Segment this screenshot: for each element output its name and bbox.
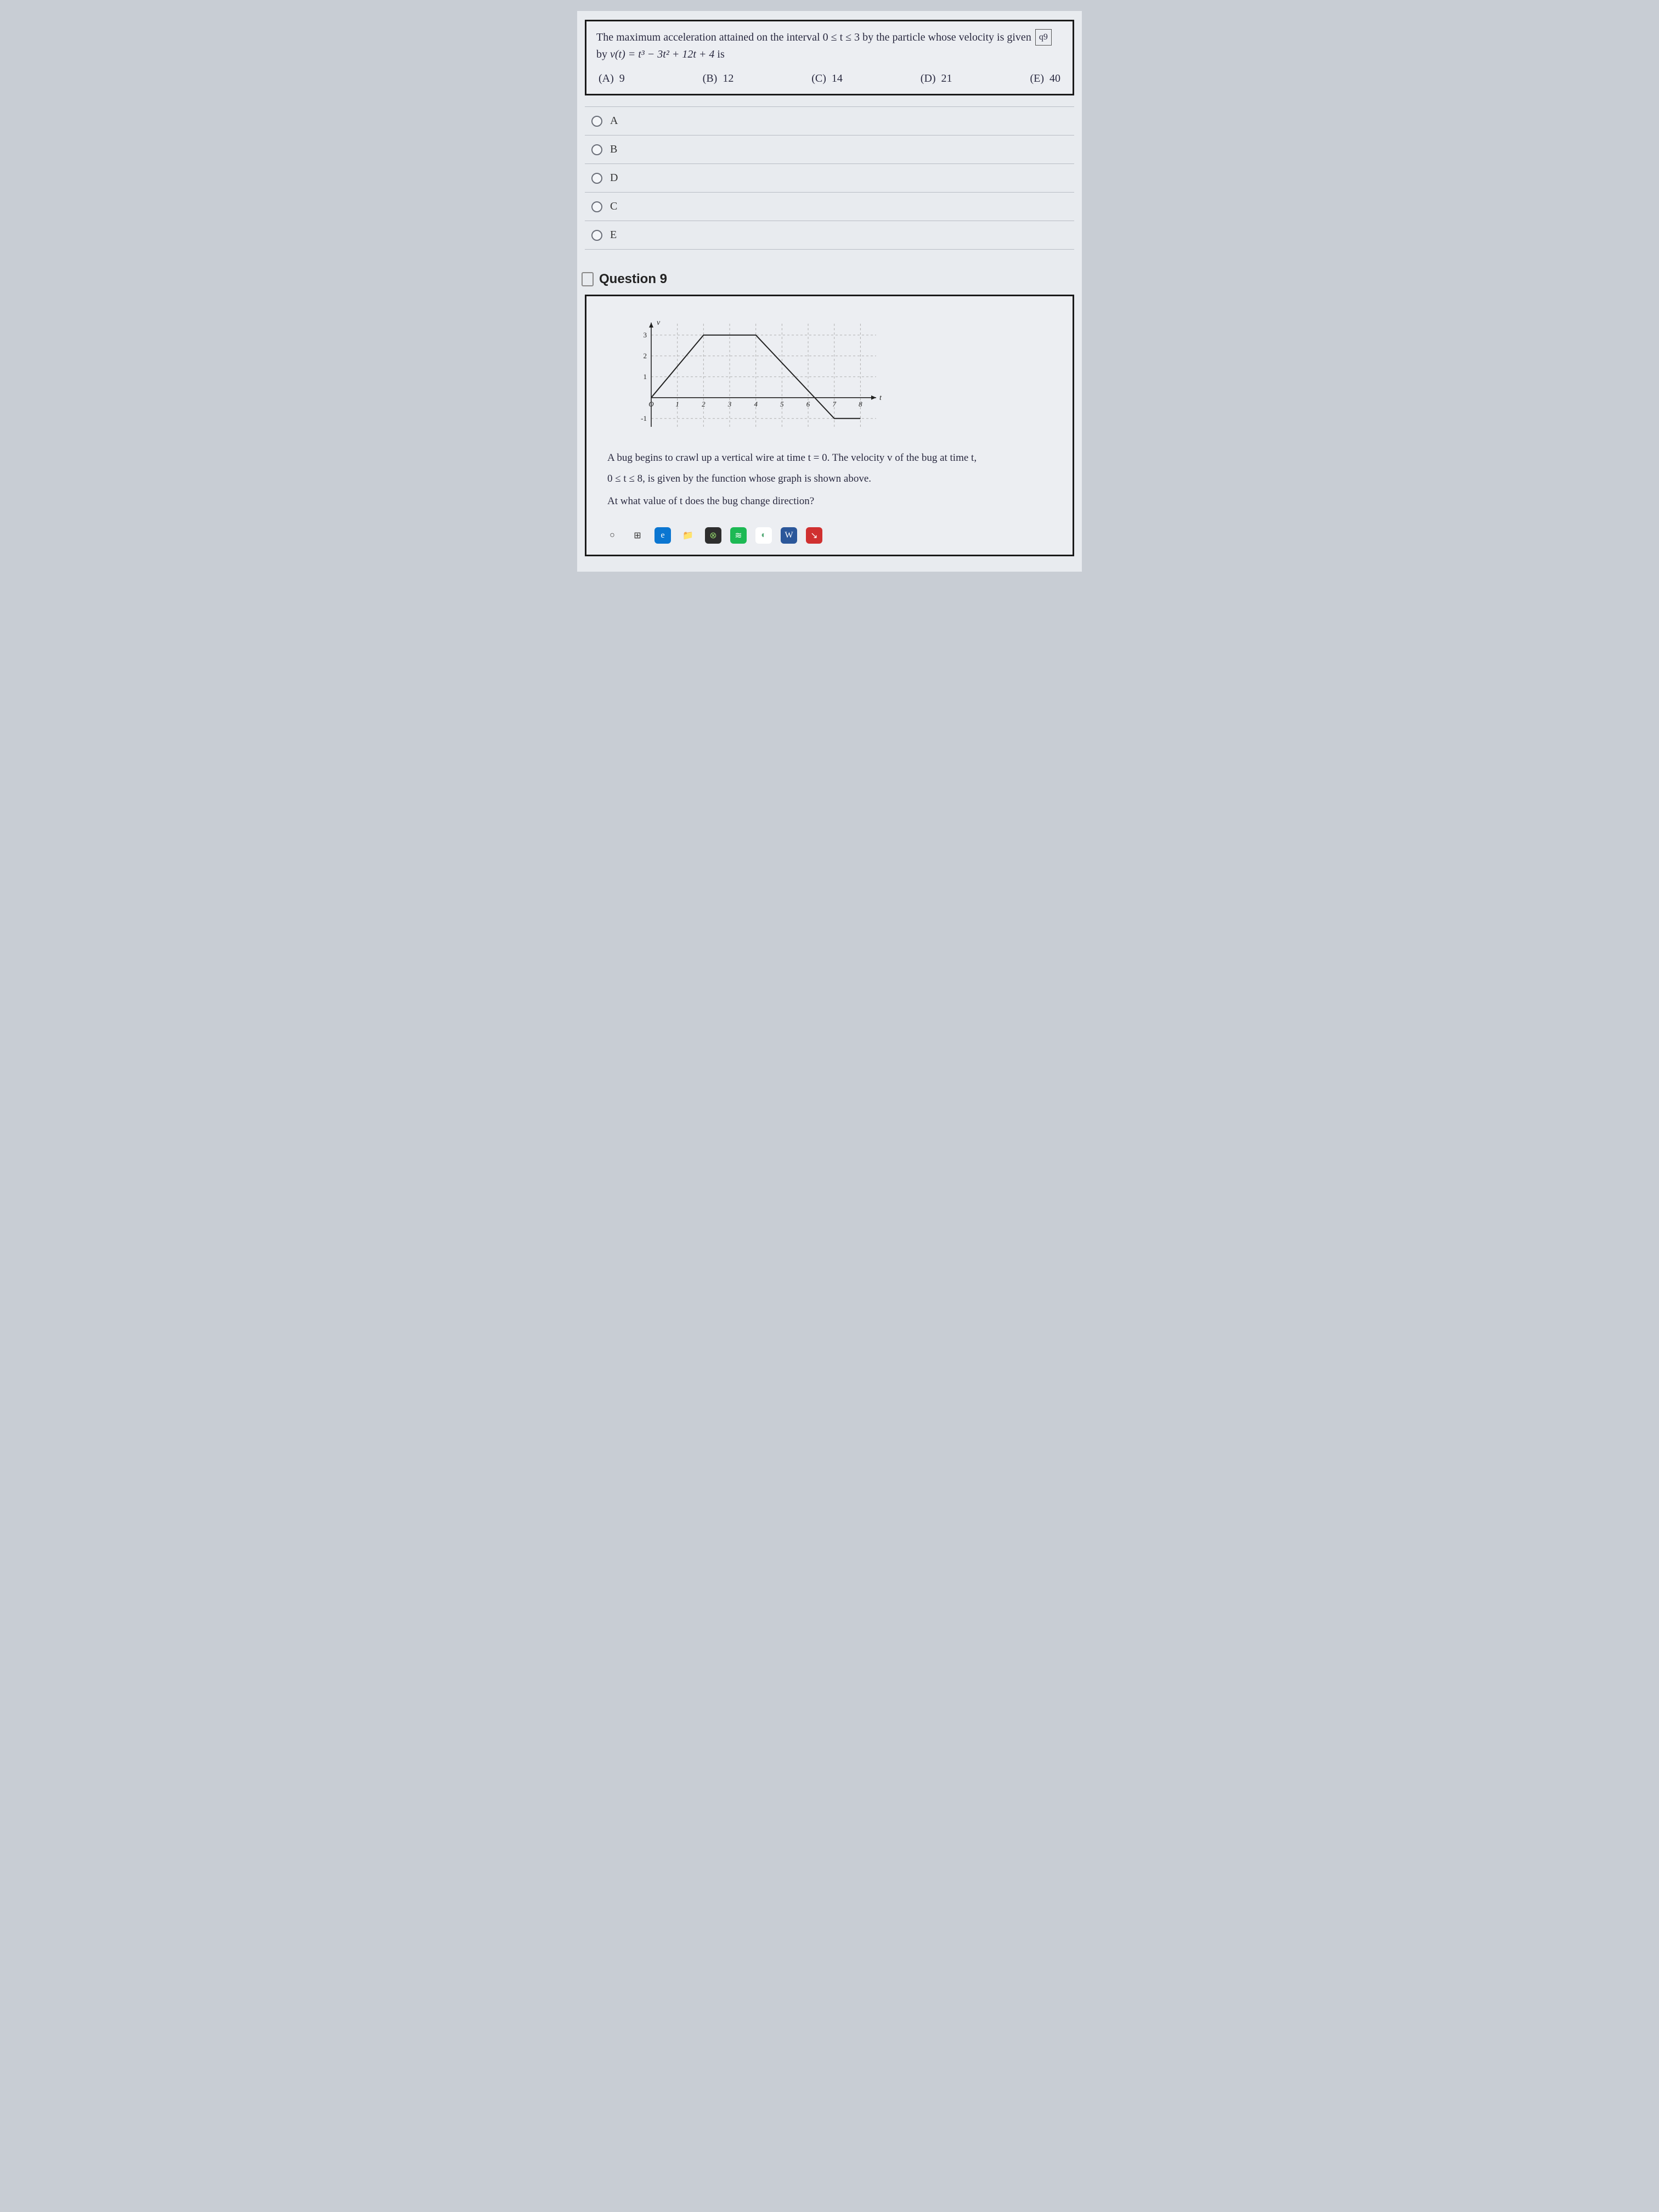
edge-icon[interactable]: e <box>654 527 671 544</box>
svg-text:v: v <box>657 319 661 327</box>
word-icon[interactable]: W <box>781 527 797 544</box>
answer-label: D <box>610 172 618 184</box>
svg-text:2: 2 <box>702 400 706 408</box>
radio-icon[interactable] <box>591 116 602 127</box>
answer-row[interactable]: E <box>585 221 1074 250</box>
svg-text:t: t <box>879 394 882 402</box>
q8-line2-prefix: by <box>596 48 610 60</box>
svg-text:3: 3 <box>644 331 647 339</box>
svg-text:5: 5 <box>780 400 784 408</box>
svg-text:-1: -1 <box>641 414 647 422</box>
choice: (B) 12 <box>703 72 734 85</box>
choice: (D) 21 <box>921 72 952 85</box>
files-icon[interactable]: 📁 <box>680 527 696 544</box>
chart-container: O 1 2 3 4 5 6 7 8 -1 1 2 3 v t <box>596 304 1063 445</box>
question8-box: The maximum acceleration attained on the… <box>585 20 1074 95</box>
unknown-icon[interactable]: ↘ <box>806 527 822 544</box>
choice: (A) 9 <box>599 72 625 85</box>
answer-row[interactable]: C <box>585 192 1074 221</box>
xbox-icon[interactable]: ⊗ <box>705 527 721 544</box>
answer-list: A B D C E <box>585 106 1074 250</box>
svg-text:O: O <box>648 400 654 408</box>
q8-formula: v(t) = t³ − 3t² + 12t + 4 <box>610 48 714 60</box>
answer-label: B <box>610 143 617 156</box>
copilot-icon[interactable]: ◐ <box>755 527 772 544</box>
svg-text:6: 6 <box>806 400 810 408</box>
q9-text3: At what value of t does the bug change d… <box>596 491 1063 514</box>
svg-text:2: 2 <box>644 352 647 360</box>
spotify-icon[interactable]: ≋ <box>730 527 747 544</box>
answer-label: E <box>610 229 617 241</box>
answer-label: C <box>610 200 617 213</box>
search-icon[interactable]: ○ <box>604 527 620 544</box>
question8-choices: (A) 9 (B) 12 (C) 14 (D) 21 (E) 40 <box>596 70 1063 86</box>
radio-icon[interactable] <box>591 230 602 241</box>
choice: (C) 14 <box>811 72 843 85</box>
question9-header: Question 9 <box>582 272 1077 287</box>
question8-prompt: The maximum acceleration attained on the… <box>596 29 1063 63</box>
taskbar: ○ ⊞ e 📁 ⊗ ≋ ◐ W ↘ <box>596 524 1063 547</box>
q9-text2: 0 ≤ t ≤ 8, is given by the function whos… <box>596 471 1063 491</box>
taskview-icon[interactable]: ⊞ <box>629 527 646 544</box>
svg-text:8: 8 <box>859 400 862 408</box>
svg-text:1: 1 <box>644 373 647 381</box>
choice: (E) 40 <box>1030 72 1060 85</box>
page: The maximum acceleration attained on the… <box>577 11 1082 572</box>
radio-icon[interactable] <box>591 201 602 212</box>
svg-text:7: 7 <box>832 400 836 408</box>
question9-box: O 1 2 3 4 5 6 7 8 -1 1 2 3 v t A bug begins to crawl u… <box>585 295 1074 556</box>
answer-row[interactable]: D <box>585 163 1074 192</box>
answer-label: A <box>610 115 618 127</box>
svg-text:3: 3 <box>727 400 732 408</box>
svg-text:4: 4 <box>754 400 758 408</box>
q8-line2-suffix: is <box>717 48 724 60</box>
question9-title: Question 9 <box>599 272 667 287</box>
svg-text:1: 1 <box>675 400 679 408</box>
cursor-box: q9 <box>1035 29 1052 46</box>
answer-row[interactable]: A <box>585 106 1074 135</box>
q8-line1: The maximum acceleration attained on the… <box>596 31 1031 43</box>
velocity-chart: O 1 2 3 4 5 6 7 8 -1 1 2 3 v t <box>629 315 893 441</box>
flag-icon[interactable] <box>582 272 594 286</box>
q9-text1: A bug begins to crawl up a vertical wire… <box>596 445 1063 470</box>
radio-icon[interactable] <box>591 144 602 155</box>
radio-icon[interactable] <box>591 173 602 184</box>
answer-row[interactable]: B <box>585 135 1074 163</box>
